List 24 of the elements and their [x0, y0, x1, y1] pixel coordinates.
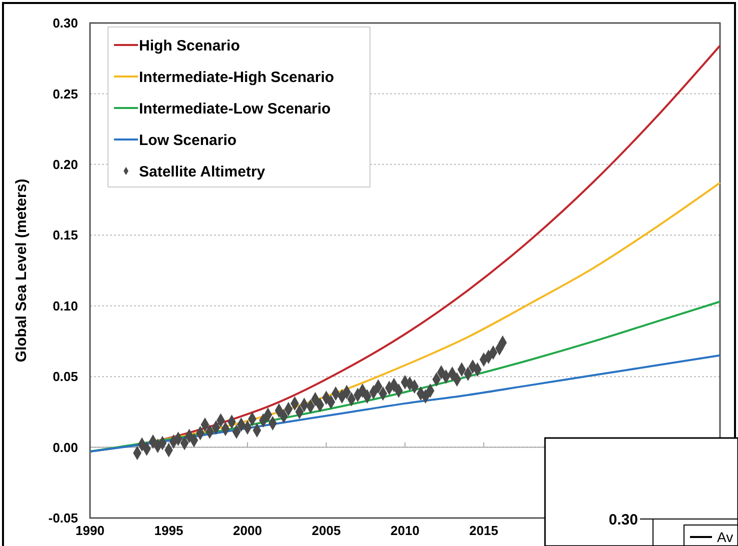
y-tick-label: 0.30: [52, 16, 78, 31]
line-series: [89, 300, 721, 453]
y-tick-label: 0.05: [52, 369, 78, 384]
y-tick-label: 0.00: [52, 440, 78, 455]
line-series: [89, 354, 721, 453]
x-tick-label: 1995: [154, 523, 184, 538]
text: Av: [717, 528, 734, 545]
annotation: 0.30: [608, 511, 638, 528]
legend-label: High Scenario: [139, 37, 240, 54]
x-tick-label: 2005: [312, 523, 341, 538]
y-tick-label: 0.25: [52, 86, 78, 102]
y-tick-label: -0.05: [48, 510, 78, 526]
y-axis-title: Global Sea Level (meters): [13, 178, 30, 362]
x-tick-label: 2010: [390, 523, 420, 538]
y-tick-label: 0.10: [52, 298, 78, 314]
legend-label: Intermediate-High Scenario: [139, 68, 334, 86]
legend-label: Low Scenario: [139, 132, 237, 149]
legend-label: Intermediate-Low Scenario: [139, 100, 331, 118]
x-tick-label: 1990: [76, 523, 104, 538]
x-tick-label: 2000: [233, 523, 262, 538]
x-tick-label: 2015: [469, 523, 498, 538]
legend-label: Satellite Altimetry: [139, 163, 266, 180]
y-tick-label: 0.15: [52, 228, 78, 243]
y-tick-label: 0.20: [52, 156, 78, 172]
